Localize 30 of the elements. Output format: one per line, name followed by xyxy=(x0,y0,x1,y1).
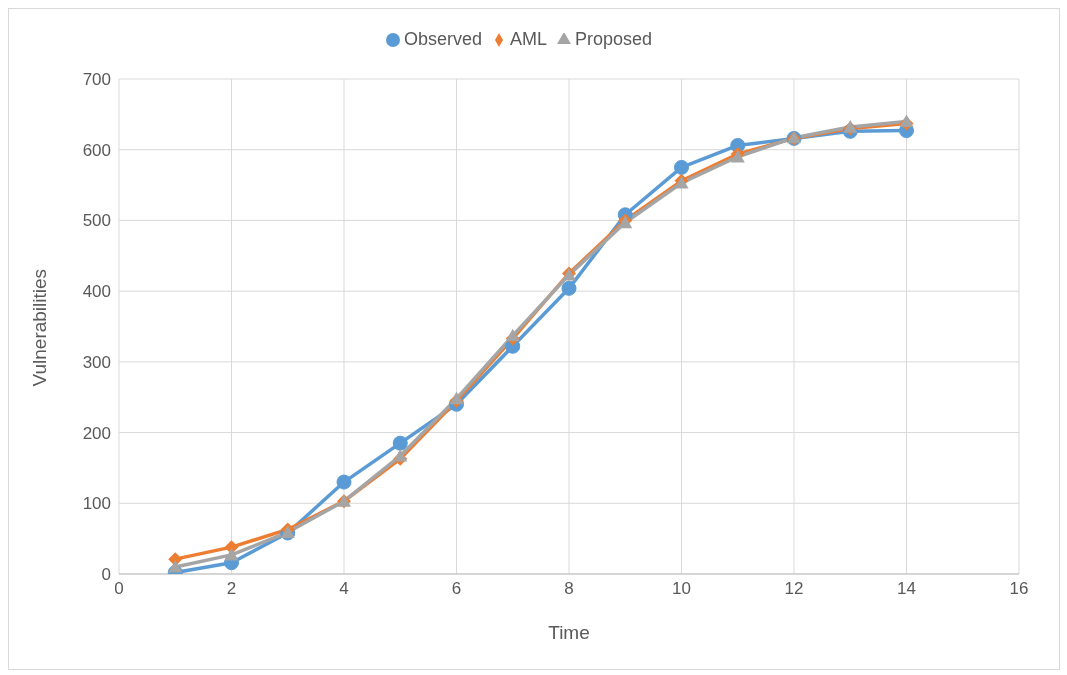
y-tick-label: 600 xyxy=(82,140,111,160)
x-tick-label: 2 xyxy=(226,579,237,599)
y-tick-label: 400 xyxy=(82,282,111,302)
point xyxy=(224,547,239,561)
point xyxy=(168,559,183,573)
x-tick-label: 10 xyxy=(672,579,691,599)
x-tick-label: 16 xyxy=(1009,579,1029,599)
legend-label: Observed xyxy=(403,29,482,49)
y-tick-label: 200 xyxy=(82,423,111,443)
point xyxy=(505,328,520,342)
y-tick-label: 500 xyxy=(82,211,111,231)
point xyxy=(674,159,689,175)
y-tick-label: 300 xyxy=(82,352,111,372)
point xyxy=(393,448,408,462)
legend-label: Proposed xyxy=(575,29,653,49)
x-tick-label: 14 xyxy=(897,579,916,599)
x-tick-label: 4 xyxy=(339,579,349,599)
point xyxy=(561,280,577,296)
y-tick-label: 100 xyxy=(82,494,111,514)
y-tick-label: 700 xyxy=(82,70,111,90)
y-tick-label: 0 xyxy=(101,565,111,585)
point xyxy=(336,474,352,490)
x-tick-label: 8 xyxy=(564,579,574,599)
legend-label: AML xyxy=(509,29,547,49)
x-tick-label: 12 xyxy=(784,579,804,599)
x-tick-label: 0 xyxy=(114,579,124,599)
y-axis-title: Vulnerabilities xyxy=(28,268,50,387)
x-axis-title: Time xyxy=(548,622,590,643)
x-tick-label: 6 xyxy=(451,579,462,599)
point xyxy=(392,435,408,451)
